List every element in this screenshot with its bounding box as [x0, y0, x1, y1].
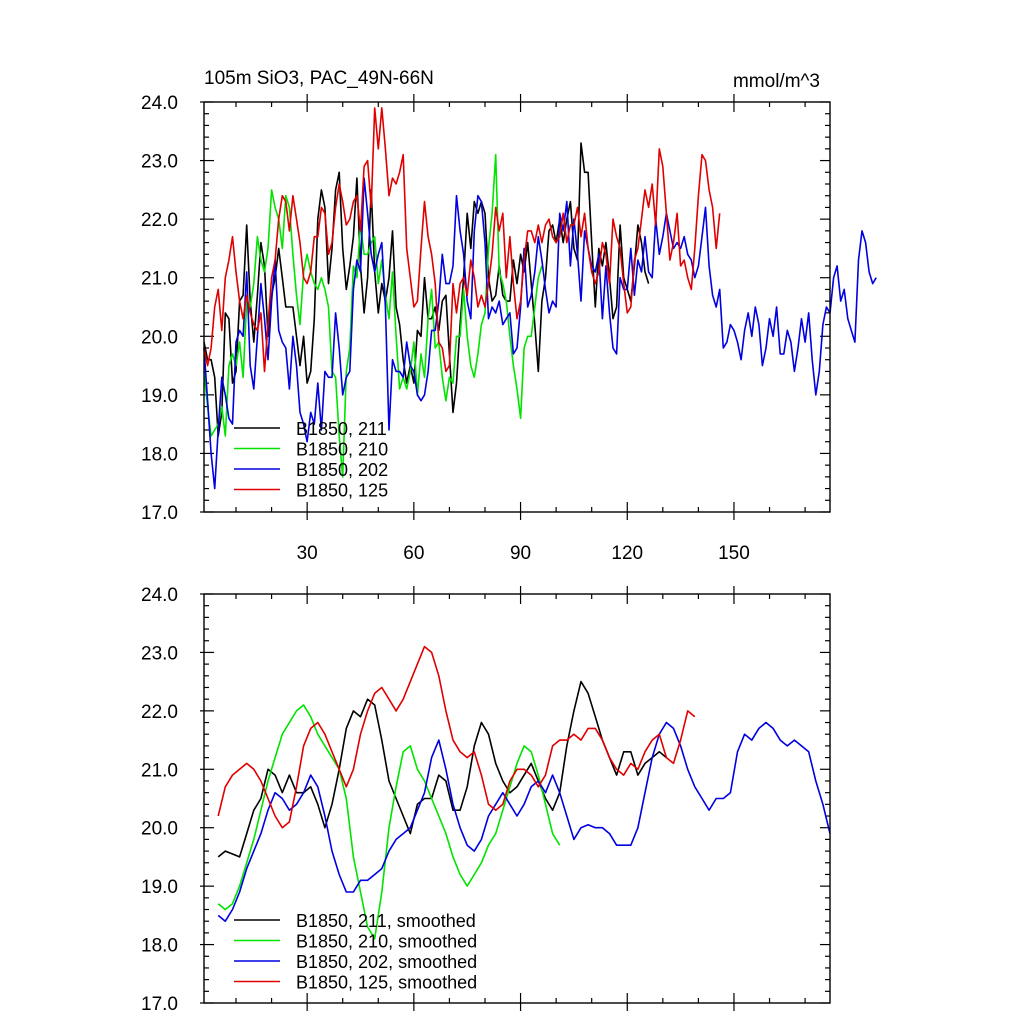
plot-frame: [203, 101, 831, 513]
x-tick-label: 90: [510, 543, 531, 564]
legend-label-b1850-210: B1850, 210: [296, 440, 388, 460]
series-line-b1850-125-smoothed: [217, 645, 696, 829]
y-tick-label: 21.0: [141, 269, 178, 290]
y-tick-label: 22.0: [141, 210, 178, 231]
legend-label-b1850-211-smoothed: B1850, 211, smoothed: [296, 911, 476, 931]
y-tick-label: 20.0: [141, 327, 178, 348]
series-line-b1850-125: [203, 107, 721, 373]
top-panel: 17.0 18.0 19.0 20.0 21.0 22.0 23.0 24.0 30 60 90 12…: [141, 93, 877, 564]
series-line-b1850-202: [203, 177, 877, 490]
series-line-b1850-202-smoothed: [217, 721, 831, 923]
y-tick-label: 24.0: [141, 93, 178, 114]
y-tick-label: 18.0: [141, 936, 178, 957]
legend-label-b1850-210-smoothed: B1850, 210, smoothed: [296, 932, 477, 952]
bottom-panel: 17.0 18.0 19.0 20.0 21.0 22.0 23.0 24.0 B1850, 2…: [141, 585, 831, 1015]
y-tick-label: 17.0: [141, 994, 178, 1015]
y-tick-label: 23.0: [141, 152, 178, 173]
x-tick-label: 150: [718, 543, 750, 564]
legend-label-b1850-125: B1850, 125: [296, 481, 388, 501]
y-tick-label: 19.0: [141, 877, 178, 898]
legend-label-b1850-211: B1850, 211: [296, 419, 387, 439]
y-tick-label: 22.0: [141, 702, 178, 723]
series-line-b1850-211: [203, 142, 650, 437]
legend-label-b1850-202-smoothed: B1850, 202, smoothed: [296, 952, 477, 972]
plot-frame: [203, 593, 831, 1004]
y-tick-label: 18.0: [141, 444, 178, 465]
series-line-b1850-211-smoothed: [217, 680, 667, 858]
y-tick-label: 24.0: [141, 585, 178, 606]
y-tick-label: 19.0: [141, 386, 178, 407]
y-tick-label: 17.0: [141, 503, 178, 524]
chart-title: 105m SiO3, PAC_49N-66N: [204, 68, 434, 89]
x-tick-label: 120: [611, 543, 643, 564]
x-tick-label: 30: [297, 543, 318, 564]
legend-label-b1850-125-smoothed: B1850, 125, smoothed: [296, 973, 477, 993]
units-label: mmol/m^3: [733, 71, 820, 92]
y-tick-label: 20.0: [141, 819, 178, 840]
x-tick-label: 60: [403, 543, 424, 564]
series-line-b1850-210-smoothed: [217, 704, 561, 940]
legend-label-b1850-202: B1850, 202: [296, 460, 388, 480]
y-tick-label: 23.0: [141, 643, 178, 664]
y-tick-label: 21.0: [141, 760, 178, 781]
